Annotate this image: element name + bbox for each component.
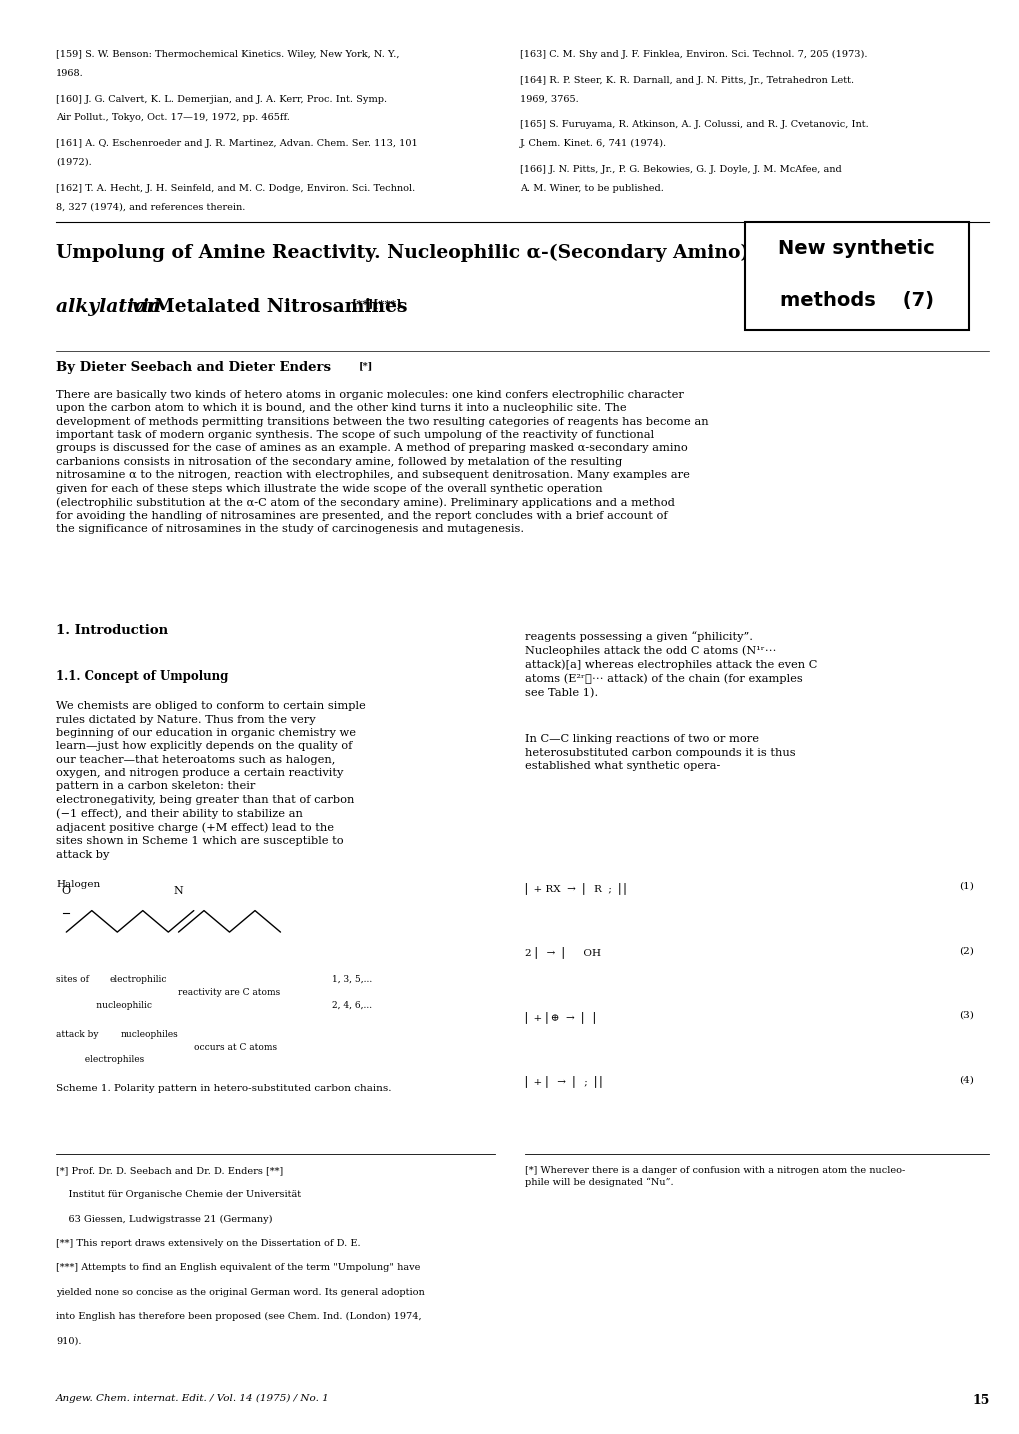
- Text: By Dieter Seebach and Dieter Enders: By Dieter Seebach and Dieter Enders: [56, 361, 331, 374]
- Text: 1.1. Concept of Umpolung: 1.1. Concept of Umpolung: [56, 670, 228, 683]
- Text: occurs at C atoms: occurs at C atoms: [194, 1043, 276, 1051]
- Text: [*]: [*]: [359, 361, 373, 370]
- Text: sites of: sites of: [56, 975, 92, 984]
- Text: [159] S. W. Benson: Thermochemical Kinetics. Wiley, New York, N. Y.,: [159] S. W. Benson: Thermochemical Kinet…: [56, 50, 399, 59]
- Text: Halogen: Halogen: [56, 880, 100, 889]
- Text: alkylation: alkylation: [56, 298, 167, 317]
- Text: 15: 15: [971, 1394, 988, 1407]
- Text: nucleophilic: nucleophilic: [56, 1001, 152, 1010]
- Text: 2 ⎜  →  ⎜     OH: 2 ⎜ → ⎜ OH: [525, 946, 601, 958]
- Text: Institut für Organische Chemie der Universität: Institut für Organische Chemie der Unive…: [56, 1190, 301, 1199]
- Text: [164] R. P. Steer, K. R. Darnall, and J. N. Pitts, Jr., Tetrahedron Lett.: [164] R. P. Steer, K. R. Darnall, and J.…: [520, 76, 854, 85]
- Text: 910).: 910).: [56, 1336, 82, 1345]
- Text: Scheme 1. Polarity pattern in hetero-substituted carbon chains.: Scheme 1. Polarity pattern in hetero-sub…: [56, 1084, 391, 1093]
- Text: J. Chem. Kinet. 6, 741 (1974).: J. Chem. Kinet. 6, 741 (1974).: [520, 139, 666, 148]
- Text: We chemists are obliged to conform to certain simple
rules dictated by Nature. T: We chemists are obliged to conform to ce…: [56, 701, 366, 860]
- Text: [***] Attempts to find an English equivalent of the term "Umpolung" have: [***] Attempts to find an English equiva…: [56, 1263, 420, 1272]
- Text: (4): (4): [958, 1076, 973, 1084]
- Text: via: via: [131, 298, 162, 317]
- Text: (1): (1): [958, 882, 973, 891]
- Text: reagents possessing a given “philicity”.
Nucleophiles attack the odd C atoms (N¹: reagents possessing a given “philicity”.…: [525, 631, 817, 698]
- Text: Metalated Nitrosamines: Metalated Nitrosamines: [154, 298, 408, 317]
- Text: 1969, 3765.: 1969, 3765.: [520, 95, 579, 103]
- Text: nucleophiles: nucleophiles: [120, 1030, 178, 1038]
- Text: (2): (2): [958, 946, 973, 955]
- Text: attack by: attack by: [56, 1030, 101, 1038]
- Text: [*] Prof. Dr. D. Seebach and Dr. D. Enders [**]: [*] Prof. Dr. D. Seebach and Dr. D. Ende…: [56, 1166, 283, 1174]
- Text: There are basically two kinds of hetero atoms in organic molecules: one kind con: There are basically two kinds of hetero …: [56, 390, 708, 535]
- Text: 63 Giessen, Ludwigstrasse 21 (Germany): 63 Giessen, Ludwigstrasse 21 (Germany): [56, 1215, 272, 1223]
- Text: New synthetic: New synthetic: [777, 239, 934, 258]
- Text: [**][***]: [**][***]: [352, 298, 401, 310]
- Text: [162] T. A. Hecht, J. H. Seinfeld, and M. C. Dodge, Environ. Sci. Technol.: [162] T. A. Hecht, J. H. Seinfeld, and M…: [56, 184, 415, 192]
- Text: [160] J. G. Calvert, K. L. Demerjian, and J. A. Kerr, Proc. Int. Symp.: [160] J. G. Calvert, K. L. Demerjian, an…: [56, 95, 387, 103]
- Text: 1968.: 1968.: [56, 69, 84, 77]
- Text: ⎜ + ⎜  →  ⎜  ;  ⎜⎜: ⎜ + ⎜ → ⎜ ; ⎜⎜: [525, 1076, 604, 1087]
- Text: Umpolung of Amine Reactivity. Nucleophilic α-(Secondary Amino)-: Umpolung of Amine Reactivity. Nucleophil…: [56, 244, 756, 262]
- Text: 1, 3, 5,...: 1, 3, 5,...: [331, 975, 371, 984]
- Text: [**] This report draws extensively on the Dissertation of D. E.: [**] This report draws extensively on th…: [56, 1239, 361, 1248]
- Text: [161] A. Q. Eschenroeder and J. R. Martinez, Advan. Chem. Ser. 113, 101: [161] A. Q. Eschenroeder and J. R. Marti…: [56, 139, 418, 148]
- Text: (3): (3): [958, 1011, 973, 1020]
- Text: electrophiles: electrophiles: [56, 1055, 145, 1064]
- Text: [165] S. Furuyama, R. Atkinson, A. J. Colussi, and R. J. Cvetanovic, Int.: [165] S. Furuyama, R. Atkinson, A. J. Co…: [520, 120, 868, 129]
- Text: into English has therefore been proposed (see Chem. Ind. (London) 1974,: into English has therefore been proposed…: [56, 1312, 421, 1321]
- Text: methods    (7): methods (7): [780, 291, 932, 310]
- Text: ⎜ + ⎜⊕  →  ⎜  ⎜: ⎜ + ⎜⊕ → ⎜ ⎜: [525, 1011, 598, 1022]
- Text: Air Pollut., Tokyo, Oct. 17—19, 1972, pp. 465ff.: Air Pollut., Tokyo, Oct. 17—19, 1972, pp…: [56, 113, 289, 122]
- Text: reactivity are C atoms: reactivity are C atoms: [178, 988, 280, 997]
- Text: 1. Introduction: 1. Introduction: [56, 624, 168, 637]
- Text: In C—C linking reactions of two or more
heterosubstituted carbon compounds it is: In C—C linking reactions of two or more …: [525, 734, 795, 771]
- Text: electrophilic: electrophilic: [109, 975, 166, 984]
- Text: [*] Wherever there is a danger of confusion with a nitrogen atom the nucleo-
phi: [*] Wherever there is a danger of confus…: [525, 1166, 905, 1187]
- Text: [163] C. M. Shy and J. F. Finklea, Environ. Sci. Technol. 7, 205 (1973).: [163] C. M. Shy and J. F. Finklea, Envir…: [520, 50, 867, 59]
- FancyBboxPatch shape: [744, 222, 968, 330]
- Text: [166] J. N. Pitts, Jr., P. G. Bekowies, G. J. Doyle, J. M. McAfee, and: [166] J. N. Pitts, Jr., P. G. Bekowies, …: [520, 165, 841, 174]
- Text: N: N: [173, 886, 183, 896]
- Text: 2, 4, 6,...: 2, 4, 6,...: [331, 1001, 371, 1010]
- Text: O: O: [62, 886, 70, 896]
- Text: 8, 327 (1974), and references therein.: 8, 327 (1974), and references therein.: [56, 202, 246, 211]
- Text: (1972).: (1972).: [56, 158, 92, 166]
- Text: ⎜ + RX  →  ⎜  R  ;  ⎜⎜: ⎜ + RX → ⎜ R ; ⎜⎜: [525, 882, 629, 893]
- Text: yielded none so concise as the original German word. Its general adoption: yielded none so concise as the original …: [56, 1288, 425, 1296]
- Text: Angew. Chem. internat. Edit. / Vol. 14 (1975) / No. 1: Angew. Chem. internat. Edit. / Vol. 14 (…: [56, 1394, 329, 1402]
- Text: A. M. Winer, to be published.: A. M. Winer, to be published.: [520, 184, 663, 192]
